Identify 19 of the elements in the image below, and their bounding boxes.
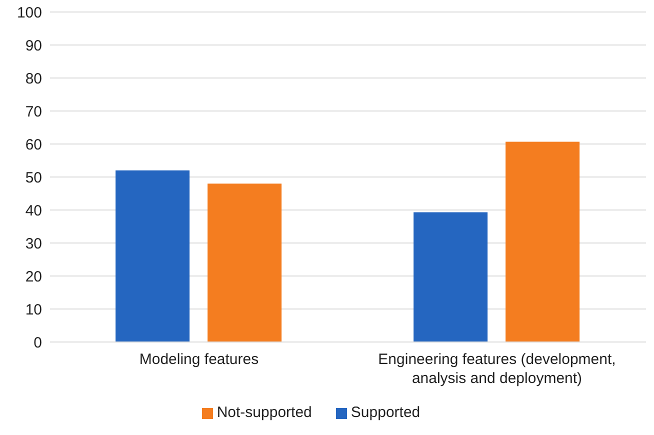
y-tick-label: 20 <box>25 268 42 286</box>
y-tick-label: 30 <box>25 235 42 252</box>
legend-label: Not-supported <box>216 404 312 421</box>
x-tick-label: Engineering features (development, analysis and deployment) <box>378 351 616 387</box>
y-tick-label: 0 <box>34 334 42 352</box>
bar <box>414 212 488 342</box>
legend-label: Supported <box>350 404 420 421</box>
y-tick-label: 10 <box>25 301 42 318</box>
y-tick-label: 70 <box>25 103 42 120</box>
y-tick-label: 80 <box>25 70 42 88</box>
bar <box>506 142 580 342</box>
y-tick-label: 100 <box>16 4 42 22</box>
x-tick-label: Modeling features <box>139 351 259 368</box>
bar <box>116 170 190 342</box>
y-tick-label: 40 <box>25 202 42 220</box>
bar <box>208 184 282 342</box>
y-tick-label: 50 <box>25 169 42 186</box>
y-tick-label: 90 <box>25 37 42 54</box>
y-tick-label: 60 <box>25 136 42 154</box>
